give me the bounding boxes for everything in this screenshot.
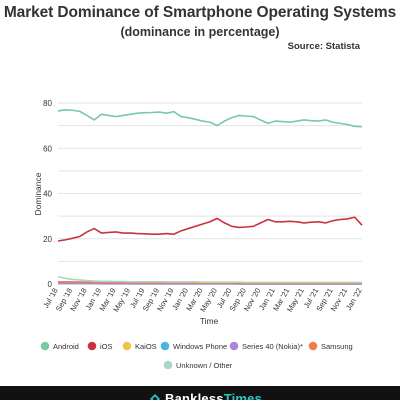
legend-label-ios: iOS bbox=[100, 342, 113, 351]
series-line-samsung bbox=[58, 280, 362, 285]
legend-label-android: Android bbox=[53, 342, 79, 351]
y-tick-label: 60 bbox=[43, 144, 52, 153]
legend-marker-windows-phone bbox=[160, 341, 170, 351]
series-line-android bbox=[57, 108, 363, 128]
chart-source: Source: Statista bbox=[287, 41, 360, 52]
y-tick-label: 0 bbox=[48, 280, 53, 289]
chart-subtitle: (dominance in percentage) bbox=[120, 25, 280, 39]
legend-marker-unknown-other bbox=[163, 360, 173, 370]
legend-label-kaios: KaiOS bbox=[135, 342, 157, 351]
brand-name: BanklessTimes bbox=[165, 391, 262, 400]
y-tick-label: 40 bbox=[43, 190, 52, 199]
legend-marker-samsung bbox=[308, 341, 318, 351]
legend-label-unknown-other: Unknown / Other bbox=[176, 361, 233, 370]
legend-marker-android bbox=[40, 341, 50, 351]
legend-label-samsung: Samsung bbox=[321, 342, 353, 351]
legend-marker-series-40-nokia bbox=[229, 341, 239, 351]
legend-marker-ios bbox=[87, 341, 97, 351]
series-line-unknown-other bbox=[57, 275, 362, 284]
brand-name-part1: Bankless bbox=[165, 391, 224, 400]
x-axis-title: Time bbox=[200, 316, 219, 326]
legend-marker-kaios bbox=[122, 341, 132, 351]
chart-title: Market Dominance of Smartphone Operating… bbox=[3, 4, 397, 21]
y-axis-title: Dominance bbox=[33, 172, 43, 215]
legend-label-series-40-nokia: Series 40 (Nokia)* bbox=[242, 342, 303, 351]
series-line-ios bbox=[57, 216, 363, 242]
y-tick-label: 20 bbox=[43, 235, 52, 244]
y-tick-label: 80 bbox=[43, 99, 52, 108]
legend-label-windows-phone: Windows Phone bbox=[173, 342, 227, 351]
brand-logo-icon bbox=[150, 394, 160, 400]
brand-name-part2: Times bbox=[223, 391, 263, 400]
footer-brand-bar: BanklessTimes bbox=[0, 386, 400, 400]
